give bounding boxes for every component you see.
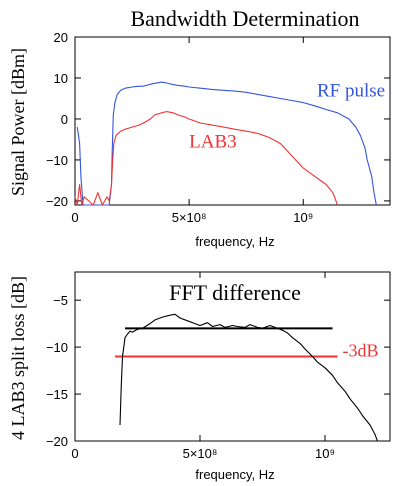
y-tick-label: −20 — [46, 194, 68, 209]
annotation-label: -3dB — [343, 341, 379, 361]
plot-frame — [74, 271, 391, 442]
annotation-label: RF pulse — [317, 80, 385, 101]
x-axis-label: frequency, Hz — [195, 467, 274, 482]
chart-bandwidth: Bandwidth Determination Signal Power [dB… — [8, 6, 391, 249]
y-tick-label: 20 — [54, 30, 68, 45]
annotation-label: LAB3 — [189, 132, 237, 153]
series-layer — [115, 313, 379, 442]
x-tick-label: 0 — [71, 446, 78, 461]
series-layer — [74, 81, 377, 206]
tick-marks — [74, 36, 390, 205]
y-tick-label: 10 — [54, 71, 68, 86]
annotations: FFT difference -3dB — [169, 280, 378, 360]
y-axis-label: 4 LAB3 split loss [dB] — [8, 276, 28, 440]
y-tick-label: −15 — [46, 387, 68, 402]
x-tick-label: 5×10⁸ — [172, 210, 207, 225]
x-axis-label: frequency, Hz — [195, 234, 274, 249]
annotation-label: FFT difference — [169, 280, 301, 305]
series-line-lab3 — [74, 111, 339, 206]
y-tick-label: 0 — [61, 112, 68, 127]
x-tick-label: 10⁹ — [315, 446, 335, 461]
y-axis-label: Signal Power [dBm] — [8, 48, 28, 196]
y-tick-label: −5 — [53, 293, 68, 308]
series-line — [119, 313, 379, 442]
y-tick-label: −10 — [46, 153, 68, 168]
x-tick-label: 0 — [71, 210, 78, 225]
tick-labels: 0 5×10⁸ 10⁹ −5 −10 −15 −20 — [46, 293, 335, 461]
x-tick-label: 5×10⁸ — [183, 446, 218, 461]
y-tick-label: −20 — [46, 434, 68, 449]
tick-marks — [74, 272, 390, 442]
plot-area — [74, 271, 391, 442]
plot-frame — [74, 36, 391, 206]
x-tick-label: 10⁹ — [293, 210, 313, 225]
annotations: RF pulse LAB3 — [189, 80, 385, 152]
y-tick-label: −10 — [46, 340, 68, 355]
tick-labels: 0 5×10⁸ 10⁹ 20 10 0 −10 −20 — [46, 30, 313, 225]
series-line-rf-pulse — [76, 81, 377, 206]
plot-area — [74, 36, 391, 206]
chart-title: Bandwidth Determination — [130, 6, 359, 31]
chart-fft-difference: 4 LAB3 split loss [dB] 0 5×10⁸ 10⁹ −5 −10 −15… — [8, 271, 391, 482]
